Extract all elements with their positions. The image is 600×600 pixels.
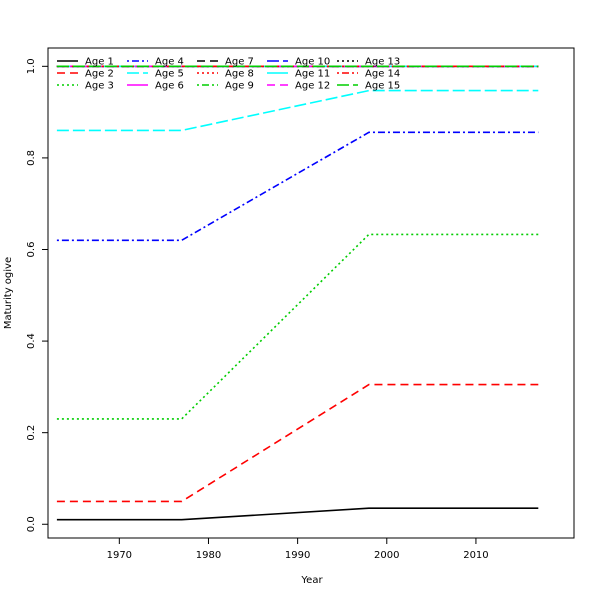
y-tick-label: 0.4: [26, 333, 37, 349]
y-tick-label: 1.0: [26, 58, 37, 74]
y-axis-title: Maturity ogive: [3, 257, 14, 329]
series-line-age-2: [56, 383, 539, 503]
x-tick-label: 2000: [374, 550, 399, 561]
y-axis: 0.0 0.2 0.4 0.6 0.8 1.0: [26, 58, 48, 532]
x-tick-label: 1970: [107, 550, 132, 561]
y-tick-label: 0.0: [26, 516, 37, 532]
legend-label-age-3: Age 3: [85, 81, 114, 92]
legend-label-age-9: Age 9: [225, 81, 254, 92]
series-line-age-1: [56, 507, 539, 521]
legend-label-age-7: Age 7: [225, 57, 254, 68]
x-tick-label: 1990: [285, 550, 310, 561]
y-tick-label: 0.8: [26, 150, 37, 166]
plot-frame: [47, 47, 575, 539]
legend-label-age-15: Age 15: [365, 81, 400, 92]
legend-label-age-5: Age 5: [155, 69, 184, 80]
legend-label-age-6: Age 6: [155, 81, 184, 92]
series-layer: [56, 65, 539, 521]
series-line-age-3: [56, 233, 539, 420]
x-axis-title: Year: [300, 575, 323, 586]
series-line-age-5: [56, 89, 539, 132]
x-tick-label: 2010: [463, 550, 488, 561]
x-axis: 1970 1980 1990 2000 2010: [107, 538, 489, 561]
y-tick-label: 0.6: [26, 242, 37, 258]
legend-label-age-8: Age 8: [225, 69, 254, 80]
legend-label-age-12: Age 12: [295, 81, 330, 92]
x-tick-label: 1980: [196, 550, 221, 561]
y-tick-label: 0.2: [26, 425, 37, 441]
series-line-age-4: [56, 131, 539, 242]
legend-label-age-4: Age 4: [155, 57, 184, 68]
legend-label-age-1: Age 1: [85, 57, 114, 68]
legend-label-age-2: Age 2: [85, 69, 114, 80]
legend-label-age-13: Age 13: [365, 57, 400, 68]
legend-label-age-14: Age 14: [365, 69, 400, 80]
legend-label-age-11: Age 11: [295, 69, 330, 80]
legend-label-age-10: Age 10: [295, 57, 330, 68]
